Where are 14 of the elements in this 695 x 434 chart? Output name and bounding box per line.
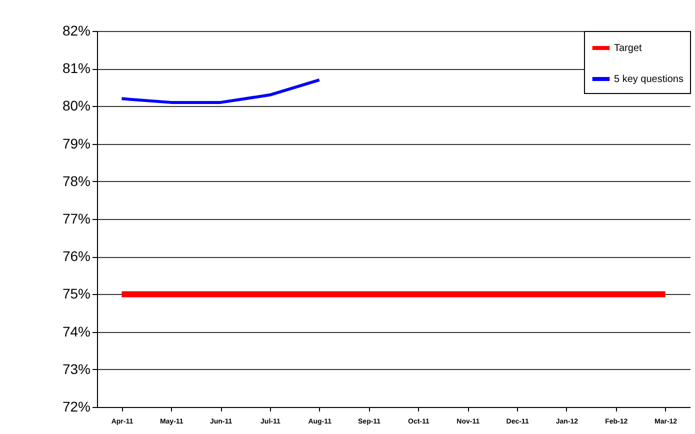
y-tick-label: 76% — [62, 248, 90, 264]
y-tick-label: 80% — [62, 98, 90, 114]
legend-label: 5 key questions — [614, 74, 684, 85]
y-tick-label: 72% — [62, 398, 90, 414]
y-tick-label: 73% — [62, 360, 90, 377]
y-tick-label: 78% — [62, 172, 90, 189]
y-tick-label: 74% — [62, 323, 90, 340]
line-series — [120, 78, 321, 104]
y-tick-label: 75% — [62, 286, 90, 302]
y-tick-label: 81% — [62, 60, 90, 76]
legend-label: Target — [614, 43, 642, 54]
y-tick-label: 77% — [62, 210, 90, 226]
y-tick-label: 82% — [62, 22, 90, 38]
y-tick-label: 79% — [62, 135, 90, 152]
